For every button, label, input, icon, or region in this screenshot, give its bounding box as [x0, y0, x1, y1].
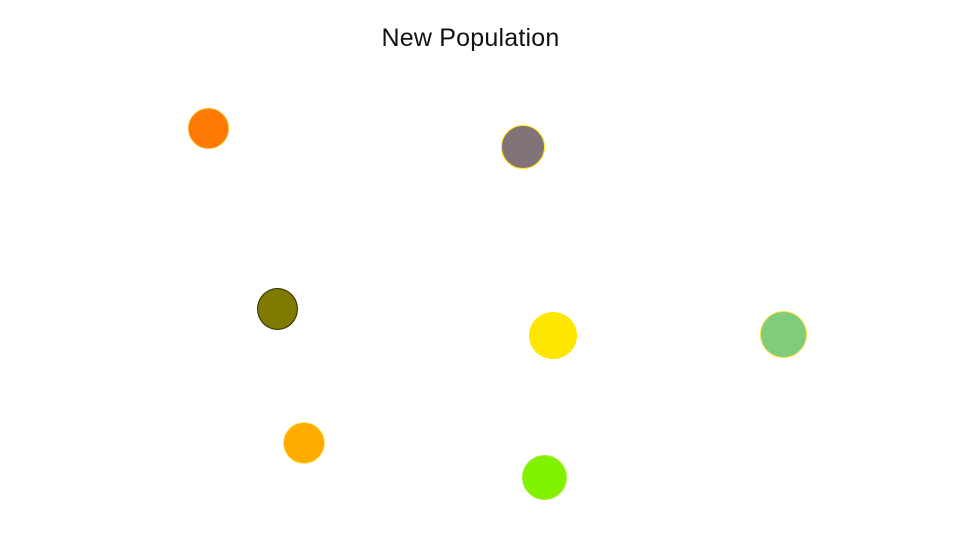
population-dot: [501, 125, 545, 169]
population-dot: [522, 455, 567, 500]
page-title: New Population: [381, 24, 560, 52]
population-dot: [760, 311, 807, 358]
population-dot: [529, 312, 577, 359]
population-dot: [257, 288, 298, 330]
population-dot: [283, 422, 325, 464]
population-dot: [188, 108, 229, 149]
